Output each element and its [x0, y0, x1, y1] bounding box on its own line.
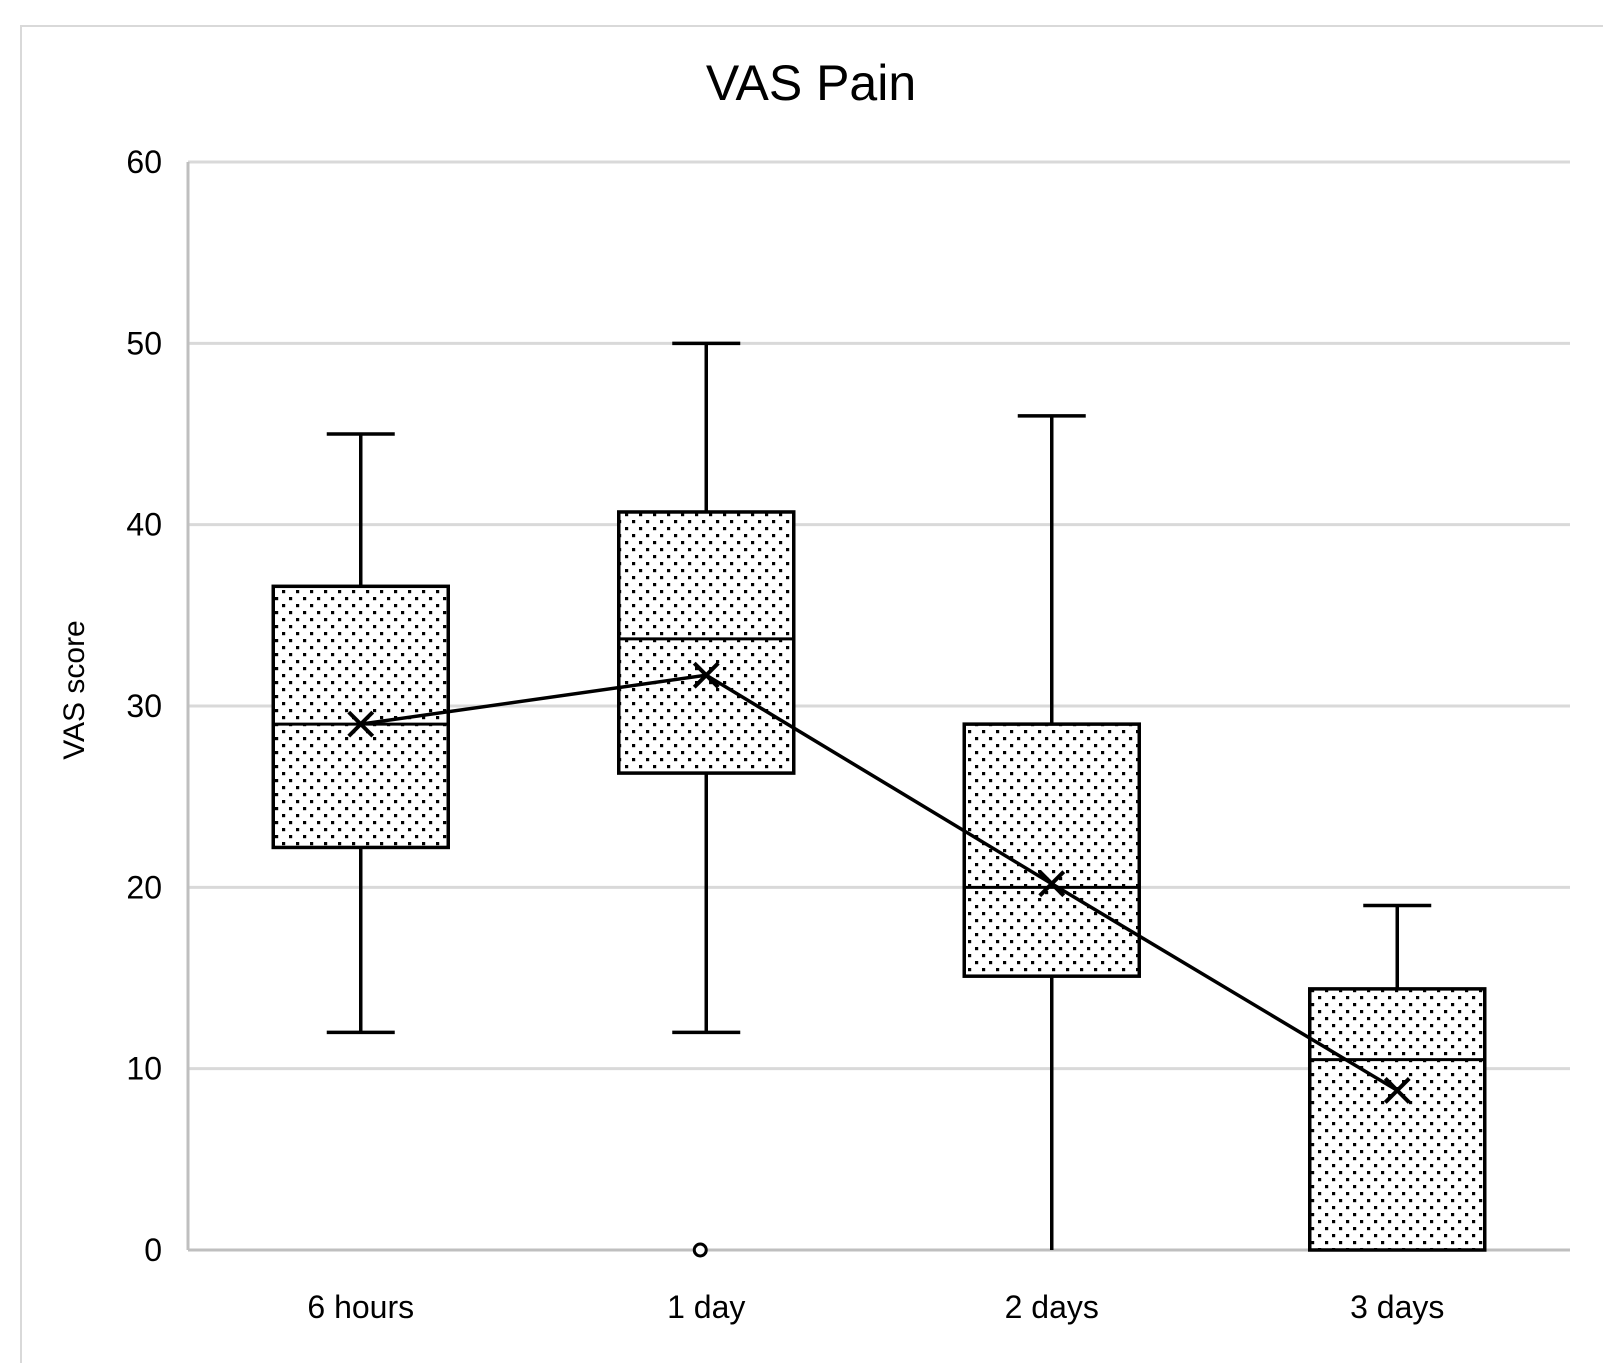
mean-marker-stroke — [347, 710, 375, 738]
y-tick-label-40: 40 — [126, 507, 162, 543]
iqr-box — [1308, 987, 1487, 1252]
y-tick-label-30: 30 — [126, 688, 162, 724]
outlier-point-1 — [692, 1242, 708, 1258]
y-tick-label-50: 50 — [126, 325, 162, 361]
y-tick-label-20: 20 — [126, 869, 162, 905]
mean-marker-stroke — [692, 661, 720, 689]
box-3 — [962, 414, 1141, 1250]
x-tick-label-4: 3 days — [1350, 1289, 1444, 1325]
box-1 — [271, 432, 450, 1035]
y-axis-label: VAS score — [58, 620, 91, 760]
mean-marker-4 — [1383, 1077, 1411, 1104]
axis-ticks: 0 10 20 30 40 50 60 6 hours 1 day 2 days 3 days — [126, 144, 1444, 1325]
y-tick-label-60: 60 — [126, 144, 162, 180]
x-tick-label-1: 6 hours — [307, 1289, 414, 1325]
mean-trend-line — [360, 673, 1399, 1092]
chart-frame — [20, 25, 1603, 1363]
iqr-box — [962, 722, 1141, 978]
chart-title: VAS Pain — [706, 55, 916, 111]
mean-trend — [347, 661, 1411, 1104]
mean-marker-1 — [347, 710, 375, 738]
boxes — [271, 341, 1487, 1258]
mean-marker-stroke — [1383, 1077, 1411, 1104]
box-2 — [617, 341, 796, 1258]
x-tick-label-3: 2 days — [1005, 1289, 1099, 1325]
y-tick-label-0: 0 — [144, 1232, 162, 1268]
mean-marker-3 — [1038, 870, 1066, 898]
mean-marker-2 — [692, 661, 720, 689]
y-tick-label-10: 10 — [126, 1051, 162, 1087]
mean-marker-stroke — [1038, 870, 1066, 898]
box-4 — [1308, 903, 1487, 1252]
x-tick-label-2: 1 day — [667, 1289, 745, 1325]
iqr-box — [617, 510, 796, 775]
